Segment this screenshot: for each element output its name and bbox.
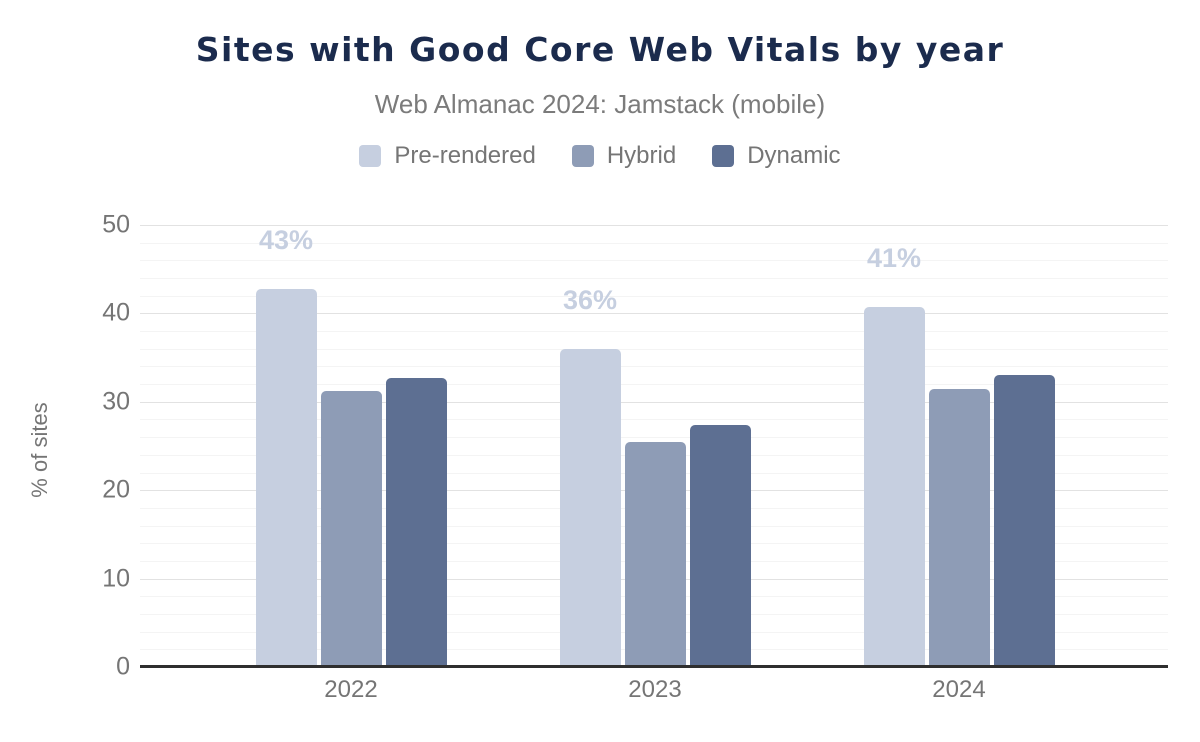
legend-item-dynamic: Dynamic [712, 142, 841, 170]
bar-2022-dynamic [385, 377, 447, 665]
y-tick-label: 0 [116, 652, 130, 681]
legend-swatch-pre-rendered-icon [359, 145, 382, 167]
legend-label-pre-rendered: Pre-rendered [394, 142, 536, 169]
gridline-major [140, 402, 1168, 403]
legend-item-pre-rendered: Pre-rendered [359, 142, 536, 170]
bar-2024-dynamic [993, 375, 1055, 665]
bar-2023-dynamic [689, 424, 751, 665]
y-tick-label: 30 [102, 387, 130, 416]
bar-value-label-2023: 36% [562, 285, 618, 316]
bar-2022-pre-rendered [255, 289, 317, 665]
legend-label-dynamic: Dynamic [747, 142, 841, 169]
y-tick-label: 50 [102, 210, 130, 239]
gridline-minor [140, 243, 1168, 244]
chart-title: Sites with Good Core Web Vitals by year [195, 30, 1005, 69]
x-tick-label-2022: 2022 [324, 676, 378, 703]
y-tick-label: 10 [102, 564, 130, 593]
gridline-minor [140, 384, 1168, 385]
y-tick-label: 40 [102, 298, 130, 327]
gridline-minor [140, 278, 1168, 279]
gridline-minor [140, 437, 1168, 438]
gridline-minor [140, 366, 1168, 367]
bar-2024-hybrid [928, 389, 990, 665]
bar-2023-hybrid [624, 442, 686, 665]
gridline-minor [140, 260, 1168, 261]
legend-swatch-hybrid-icon [571, 145, 594, 167]
x-tick-label-2023: 2023 [628, 676, 682, 703]
bar-2024-pre-rendered [863, 307, 925, 665]
chart-subtitle: Web Almanac 2024: Jamstack (mobile) [374, 89, 826, 119]
gridline-minor [140, 349, 1168, 350]
gridline-minor [140, 296, 1168, 297]
legend: Pre-rendered Hybrid Dynamic [0, 142, 1200, 170]
x-axis-line [140, 665, 1168, 668]
gridline-minor [140, 331, 1168, 332]
bar-2023-pre-rendered [559, 349, 621, 665]
gridline-major [140, 225, 1168, 226]
legend-item-hybrid: Hybrid [571, 142, 677, 170]
bar-value-label-2024: 41% [866, 243, 922, 273]
gridline-major [140, 313, 1168, 314]
legend-swatch-dynamic-icon [712, 145, 735, 167]
legend-label-hybrid: Hybrid [606, 142, 677, 169]
bar-2022-hybrid [320, 391, 382, 665]
y-tick-label: 20 [102, 475, 130, 504]
bar-value-label-2022: 43% [258, 225, 314, 256]
x-tick-label-2024: 2024 [932, 676, 986, 703]
gridline-minor [140, 419, 1168, 420]
